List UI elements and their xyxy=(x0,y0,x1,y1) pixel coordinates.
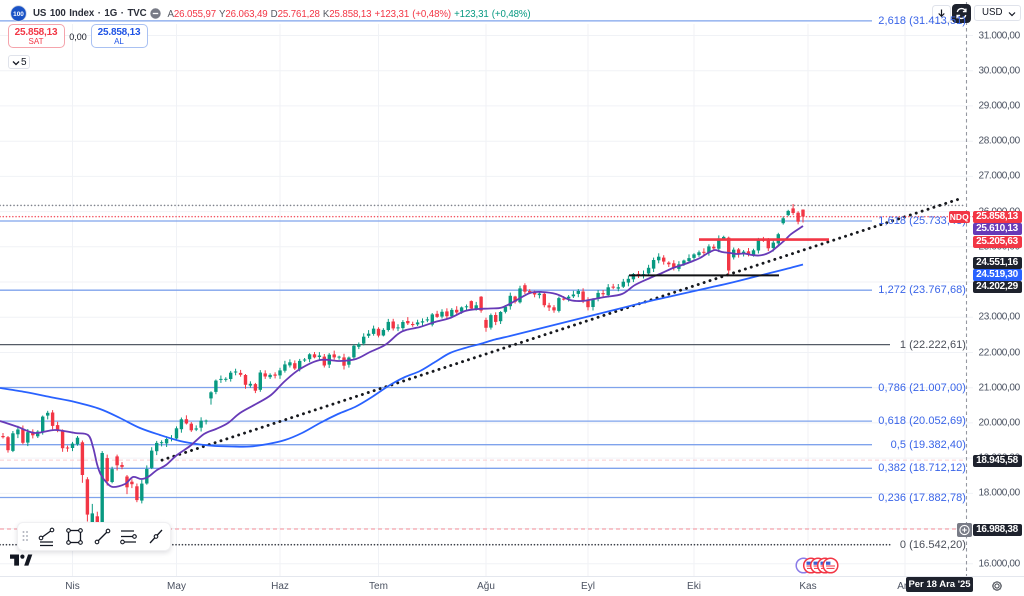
svg-text:100: 100 xyxy=(13,11,24,18)
